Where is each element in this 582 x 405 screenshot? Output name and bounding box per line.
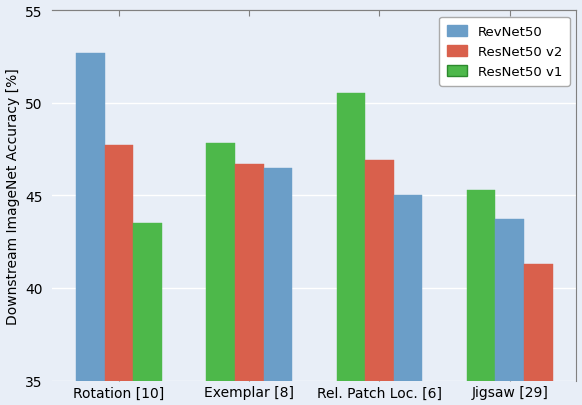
Bar xyxy=(336,94,365,405)
Bar xyxy=(394,196,423,405)
Y-axis label: Downstream ImageNet Accuracy [%]: Downstream ImageNet Accuracy [%] xyxy=(6,68,20,324)
Bar xyxy=(105,146,133,405)
Bar xyxy=(495,220,524,405)
Bar xyxy=(524,264,553,405)
Bar xyxy=(467,190,495,405)
Bar xyxy=(76,53,105,405)
Bar xyxy=(207,144,235,405)
Bar xyxy=(365,161,394,405)
Legend: RevNet50, ResNet50 v2, ResNet50 v1: RevNet50, ResNet50 v2, ResNet50 v1 xyxy=(439,17,570,87)
Bar xyxy=(235,164,264,405)
Bar xyxy=(133,224,162,405)
Bar xyxy=(264,168,292,405)
